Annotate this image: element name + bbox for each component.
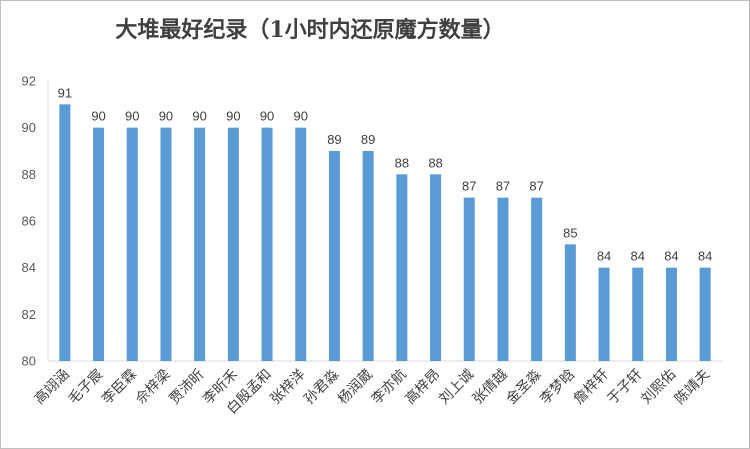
bar [598, 267, 610, 361]
data-label: 87 [462, 179, 476, 194]
bar [93, 127, 105, 362]
data-label: 84 [597, 249, 611, 264]
data-label: 90 [91, 109, 105, 124]
y-tick-label: 82 [22, 307, 36, 322]
data-label: 90 [192, 109, 206, 124]
bar [227, 127, 239, 362]
data-label: 84 [631, 249, 645, 264]
x-tick-label: 毛子宸 [65, 366, 107, 408]
x-tick-label: 金圣淼 [503, 367, 544, 408]
x-tick-label: 佘梓梁 [132, 366, 174, 408]
bar [261, 127, 273, 362]
y-tick-labels: 80 82 84 86 88 90 92 [22, 74, 36, 369]
x-tick-label: 李臣霖 [99, 367, 140, 408]
data-label: 89 [327, 132, 341, 147]
bar [295, 127, 307, 362]
bar [463, 197, 475, 361]
y-tick-label: 90 [22, 120, 36, 135]
data-labels: 91 90 90 90 90 90 90 90 89 89 88 88 87 87 87 85 84 84 84 84 [58, 85, 713, 263]
bar [430, 174, 442, 361]
x-tick-label: 张梓洋 [268, 367, 309, 408]
x-tick-label: 贾沛昕 [166, 367, 207, 408]
bar [531, 197, 543, 361]
bar [126, 127, 138, 362]
data-label: 84 [698, 249, 712, 264]
y-tick-label: 88 [22, 167, 36, 182]
x-tick-label: 李梦晗 [536, 366, 578, 408]
bar [699, 267, 711, 361]
data-label: 90 [125, 109, 139, 124]
x-tick-label: 刘熙佑 [638, 367, 679, 408]
bar [160, 127, 172, 362]
bar [59, 104, 71, 361]
data-label: 88 [395, 155, 409, 170]
y-tick-label: 84 [22, 260, 36, 275]
bar [362, 151, 374, 361]
data-label: 87 [496, 179, 510, 194]
bar [665, 267, 677, 361]
data-label: 90 [294, 109, 308, 124]
x-tick-label: 高翊涵 [31, 366, 73, 408]
x-tick-label: 高梓昂 [402, 366, 444, 408]
y-tick-label: 86 [22, 214, 36, 229]
data-label: 84 [664, 249, 678, 264]
x-tick-label: 于子轩 [605, 367, 646, 408]
bar [632, 267, 644, 361]
x-tick-label: 孙君淼 [301, 367, 342, 408]
chart-title: 大堆最好纪录（1小时内还原魔方数量） [115, 17, 505, 43]
x-tick-label: 张倩越 [470, 367, 511, 408]
bars [59, 104, 711, 362]
x-tick-label: 陈靖夫 [671, 366, 713, 408]
data-label: 85 [563, 225, 577, 240]
data-label: 88 [428, 155, 442, 170]
bar [396, 174, 408, 361]
data-label: 90 [159, 109, 173, 124]
data-label: 90 [260, 109, 274, 124]
data-label: 87 [529, 179, 543, 194]
bar [194, 127, 206, 362]
data-label: 90 [226, 109, 240, 124]
y-tick-label: 80 [22, 354, 36, 369]
x-tick-label: 李亦航 [369, 367, 410, 408]
x-tick-labels: 高翊涵毛子宸李臣霖佘梓梁贾沛昕李昕禾白殷孟和张梓洋孙君淼杨润葳李亦航高梓昂刘上诚… [31, 366, 713, 418]
bar [564, 244, 576, 361]
data-label: 91 [58, 85, 72, 100]
bar [328, 151, 340, 361]
x-tick-label: 詹梓轩 [571, 367, 612, 408]
x-tick-label: 杨润葳 [335, 367, 376, 408]
x-tick-label: 刘上诚 [436, 367, 477, 408]
y-tick-label: 92 [22, 74, 36, 89]
bar [497, 197, 509, 361]
data-label: 89 [361, 132, 375, 147]
